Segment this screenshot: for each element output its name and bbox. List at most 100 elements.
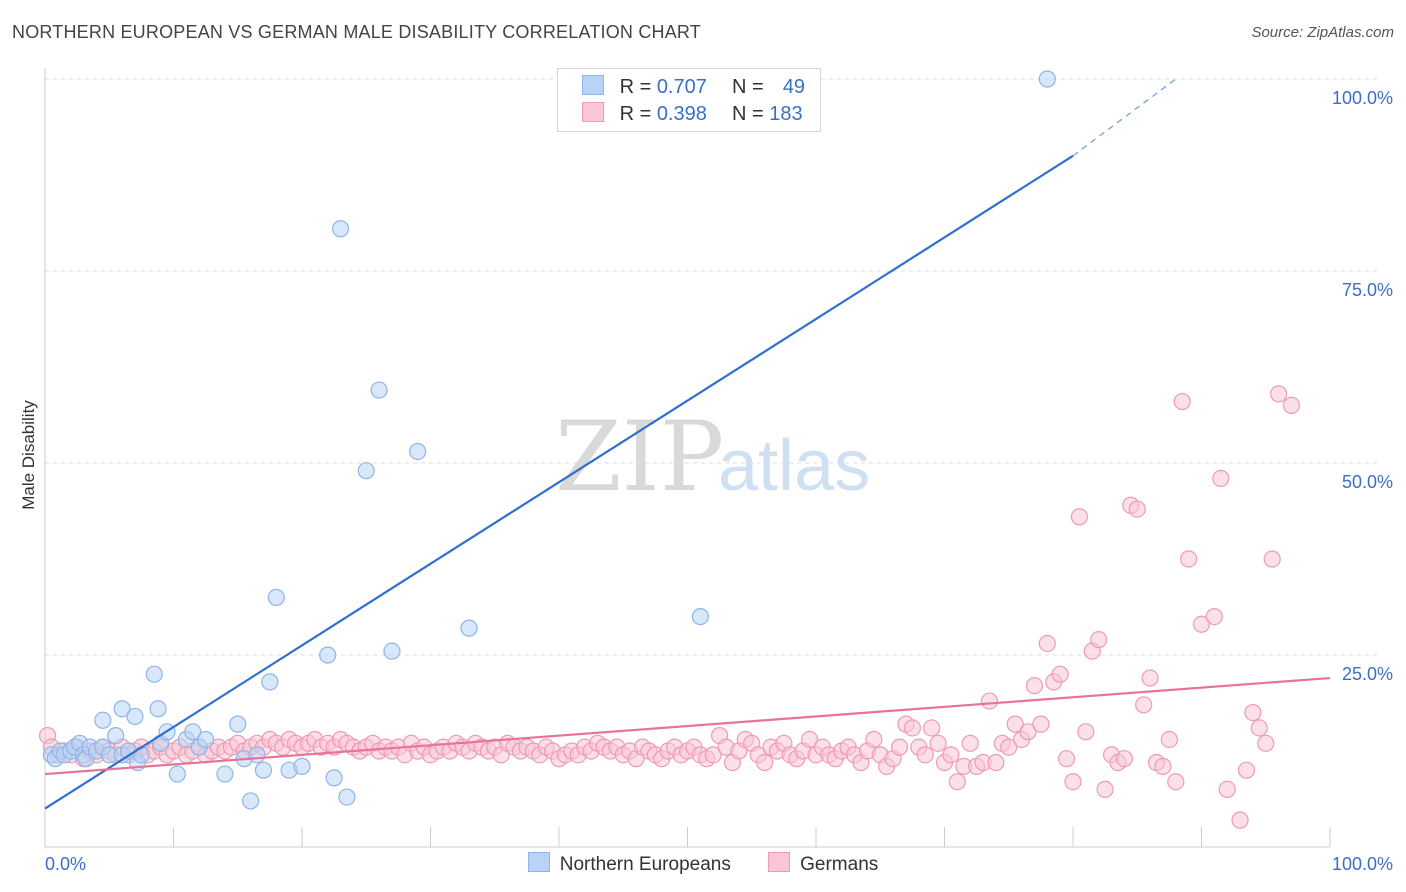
germans-point [916, 746, 934, 764]
northern-europeans-point [248, 746, 266, 764]
germans-point [1218, 780, 1236, 799]
germans-point [1269, 385, 1288, 403]
northern-europeans-point [383, 642, 401, 660]
legend-swatch-pink [768, 852, 791, 872]
germans-point [987, 753, 1005, 772]
northern-europeans-point [293, 757, 311, 775]
germans-point [1096, 780, 1114, 799]
northern-europeans-point [229, 715, 247, 733]
northern-europeans-point [94, 711, 112, 729]
germans-point [1025, 677, 1044, 695]
y-tick-label: 75.0% [1342, 280, 1393, 300]
northern-europeans-point [149, 700, 167, 718]
northern-europeans-point [267, 588, 285, 607]
germans-trend-line [44, 676, 1331, 776]
legend-swatch-blue [582, 75, 604, 95]
germans-point [1032, 715, 1050, 733]
northern-europeans-point [261, 673, 279, 691]
northern-europeans-point [113, 700, 131, 718]
germans-point [1070, 508, 1089, 526]
northern-europeans-point [242, 792, 260, 810]
germans-point [1141, 669, 1159, 687]
germans-point [890, 738, 909, 756]
germans-point [903, 719, 921, 737]
germans-point [865, 730, 883, 749]
series-legend: Northern Europeans Germans [0, 852, 1406, 876]
legend-n-value: 183 [769, 103, 803, 125]
legend-label-germans: Germans [800, 854, 879, 875]
stats-legend: R = 0.707 N = 49 R = 0.398 N = 183 [557, 68, 821, 132]
germans-points [38, 385, 1301, 829]
northern-europeans-point [184, 723, 202, 741]
legend-r-label: R = [619, 76, 652, 98]
legend-n-label: N = [732, 76, 764, 98]
northern-europeans-point [325, 769, 343, 787]
chart-title: NORTHERN EUROPEAN VS GERMAN MALE DISABIL… [12, 22, 701, 42]
germans-point [1160, 730, 1178, 749]
germans-point [1250, 719, 1268, 737]
germans-point [942, 746, 960, 764]
northern-europeans-point [357, 462, 375, 480]
tick-labels: 25.0% 50.0% 75.0% 100.0% 0.0% 100.0% [45, 88, 1393, 874]
trend-lines [44, 78, 1331, 810]
northern-europeans-point [107, 727, 125, 745]
legend-item-northern-europeans[interactable]: Northern Europeans [527, 852, 731, 876]
northern-europeans-point [216, 765, 234, 783]
northern-europeans-point [254, 761, 273, 779]
germans-point [1205, 607, 1223, 626]
northern-europeans-point [197, 730, 215, 749]
germans-point [1237, 761, 1256, 779]
germans-point [1231, 811, 1249, 829]
y-axis-label: Male Disability [19, 400, 38, 510]
germans-point [1167, 773, 1185, 791]
legend-r-value: 0.398 [656, 103, 707, 125]
germans-point [1019, 723, 1037, 741]
germans-point [1154, 757, 1172, 775]
x-tick-label-min: 0.0% [45, 854, 86, 874]
germans-point [1135, 696, 1153, 714]
northern-europeans-point [370, 381, 388, 399]
germans-point [1006, 715, 1024, 733]
germans-point [1064, 773, 1082, 791]
legend-row-northern-europeans: R = 0.707 N = 49 [582, 75, 805, 99]
germans-point [1128, 500, 1146, 518]
germans-point [1282, 396, 1301, 414]
germans-point [1192, 615, 1211, 633]
germans-point [1115, 750, 1134, 768]
germans-point [1077, 723, 1095, 741]
germans-point [1180, 550, 1198, 568]
northern-europeans-point [126, 707, 144, 726]
germans-point [1000, 738, 1018, 756]
grid-lines [45, 78, 1380, 656]
germans-point [961, 734, 979, 752]
source-label: Source: ZipAtlas.com [1251, 24, 1394, 41]
germans-point [1057, 750, 1076, 768]
northern-europeans-point [331, 220, 350, 238]
legend-n-label: N = [732, 103, 764, 125]
germans-point [1090, 631, 1108, 649]
northern-europeans-point [1038, 70, 1056, 88]
northern-europeans-point [319, 646, 337, 664]
legend-item-germans[interactable]: Germans [768, 852, 878, 876]
northern-europeans-trend-extension [1072, 78, 1177, 157]
axes [44, 68, 1331, 848]
y-tick-label: 25.0% [1342, 664, 1393, 684]
germans-point [1244, 703, 1262, 722]
watermark-atlas: atlas [718, 426, 870, 506]
germans-point [755, 753, 774, 772]
germans-point [1173, 392, 1191, 411]
y-tick-label: 100.0% [1332, 88, 1393, 108]
northern-europeans-points [42, 70, 1056, 810]
x-tick-label-max: 100.0% [1332, 854, 1393, 874]
northern-europeans-point [145, 665, 163, 683]
y-tick-label: 50.0% [1342, 472, 1393, 492]
legend-row-germans: R = 0.398 N = 183 [582, 102, 803, 126]
germans-point [1257, 734, 1275, 752]
germans-point [704, 746, 722, 764]
legend-swatch-pink [582, 102, 604, 122]
legend-n-value: 49 [782, 76, 806, 98]
germans-point [1263, 550, 1281, 568]
northern-europeans-point [132, 746, 150, 764]
northern-europeans-point [460, 619, 478, 637]
